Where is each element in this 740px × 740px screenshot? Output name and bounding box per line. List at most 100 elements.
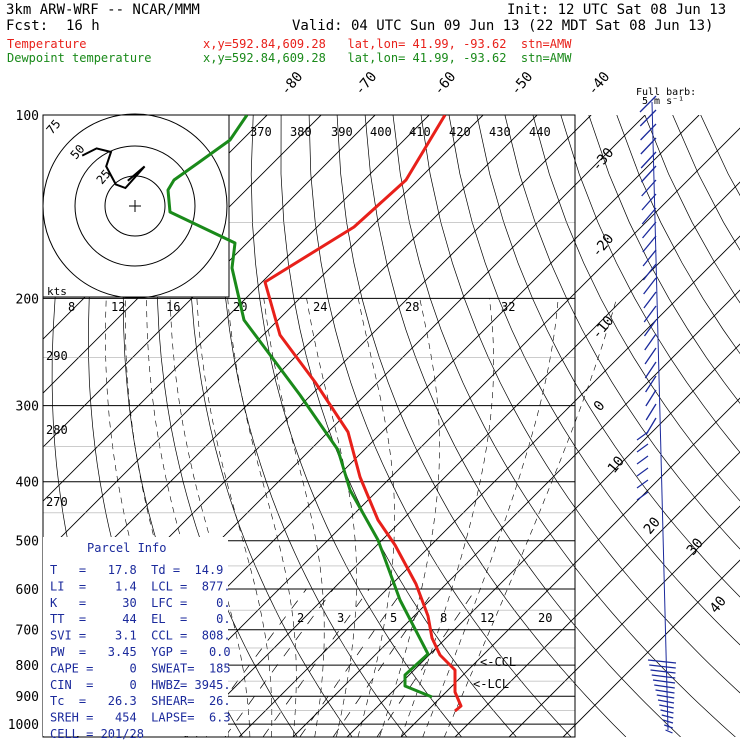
isotherm-line [43,115,376,448]
wet-bulb-label: 28 [405,300,419,314]
wind-barb [642,235,657,253]
hodograph-trace [81,147,146,190]
wind-barb [649,664,676,669]
pressure-tick-label: 100 [16,109,39,124]
valid-time: Valid: 04 UTC Sun 09 Jun 13 (22 MDT Sat … [292,18,714,34]
lcl-marker: <-LCL [473,677,509,691]
wind-barb [645,389,657,407]
wind-barb [643,319,657,337]
isotherm-label: -50 [508,69,537,99]
forecast-hour: 16 h [66,18,100,34]
pressure-tick-label: 1000 [8,718,39,733]
parcel-info-row: PW = 3.45 YGP = 0.0 [50,645,231,659]
parcel-info-row: SREH = 454 LAPSE= 6.3 [50,711,231,725]
wind-barb [644,347,657,365]
wind-barb [660,709,674,714]
theta-label: 390 [331,125,353,139]
moist-adiabat [196,298,273,737]
theta-label: 420 [449,125,471,139]
model-title: 3km ARW-WRF -- NCAR/MMM [6,2,200,18]
pressure-tick-label: 300 [16,400,39,415]
legend-temperature-location: x,y=592.84,609.28 lat,lon= 41.99, -93.62… [203,37,572,51]
wind-barb [641,193,657,211]
wet-bulb-label: 24 [313,300,327,314]
mixing-ratio-label: 3 [337,611,344,625]
dry-adiabat [448,115,740,646]
theta-label: 410 [409,125,431,139]
wind-barb [664,724,673,729]
plot-frame [42,114,576,738]
moist-adiabat [306,298,357,737]
pressure-tick-label: 900 [16,690,39,705]
moist-adiabat [422,298,559,737]
dry-adiabat-label: 270 [46,495,68,509]
pressure-tick-label: 600 [16,583,39,598]
dry-adiabat [0,115,29,737]
legend-dewpoint-name: Dewpoint temperature [7,51,152,65]
wind-barb [642,249,657,267]
mixing-ratio-label: 5 [390,611,397,625]
isotherm-label: -80 [278,69,307,99]
isotherm-label: 40 [707,593,730,616]
wind-barb [640,137,657,155]
dry-adiabat [476,115,740,598]
hodograph-ring [42,113,228,299]
wind-barb [640,151,657,169]
dry-adiabat [392,115,736,737]
wind-barb [641,207,657,225]
isotherm-line [292,289,740,737]
wind-barb [659,704,674,709]
moist-adiabat [263,298,325,737]
moist-adiabat [444,298,617,737]
wind-barb [657,699,675,704]
parcel-info-row: TT = 44 EL = 0. [50,612,231,626]
isotherm-line [238,235,740,737]
wind-barb [640,123,657,141]
theta-label: 380 [290,125,312,139]
wind-barb [636,455,649,465]
wet-bulb-label: 32 [501,300,515,314]
isotherm-line [184,181,740,737]
wind-barb [642,221,657,239]
parcel-info-row: T = 17.8 Td = 14.9 [50,563,223,577]
mixing-ratio-line [224,588,334,737]
wind-barb [643,305,657,323]
wind-barb [644,361,657,379]
dry-adiabat [560,115,740,453]
forecast-label: Fcst: [6,18,49,34]
barb-key-units: 5 m s⁻¹ [642,96,684,107]
wind-barb [636,491,649,501]
isotherm-line [43,115,484,556]
mixing-ratio-label: 8 [440,611,447,625]
dry-adiabat [644,115,740,304]
wind-barb [644,333,657,351]
pressure-tick-label: 500 [16,535,39,550]
wind-barb [654,684,675,689]
barb-key-label: Full barb: [636,87,696,98]
parcel-info-row: SVI = 3.1 CCL = 808. [50,629,231,643]
wind-barb [639,95,657,113]
mixing-ratio-line [332,588,436,737]
isotherm-label: 0 [591,398,609,415]
isotherm-label: -60 [431,69,460,99]
wind-barb [662,719,674,724]
wind-barb [645,403,657,421]
theta-label: 400 [370,125,392,139]
isotherm-line [562,559,740,737]
wind-barb [655,689,675,694]
pressure-tick-label: 400 [16,476,39,491]
parcel-info-panel [43,537,228,736]
dry-adiabat [700,115,740,197]
wind-barb [661,714,674,719]
wind-barb [647,659,677,664]
wind-barb [645,417,657,435]
isotherm-label: -40 [585,69,614,99]
isotherm-line [508,505,740,737]
theta-label: 370 [250,125,272,139]
isotherm-label: 10 [605,453,628,476]
dry-adiabat [532,115,740,502]
wind-barb [645,375,657,393]
dry-adiabat [308,115,572,737]
mixing-ratio-line [262,588,370,737]
